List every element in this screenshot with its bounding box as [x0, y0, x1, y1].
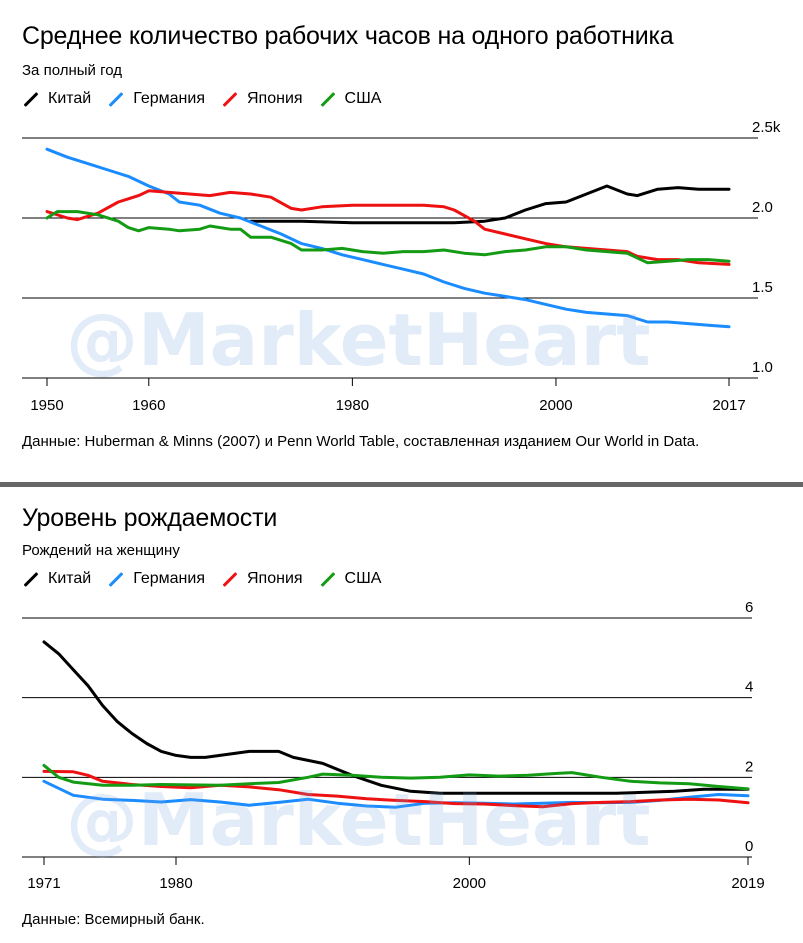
y-tick-label: 4: [745, 679, 753, 696]
x-tick-label: 1971: [27, 875, 60, 892]
x-tick-label: 1980: [159, 875, 192, 892]
legend-item-japan: Япония: [221, 570, 303, 588]
y-tick-label: 2.5k: [752, 119, 781, 136]
y-tick-label: 2.0: [752, 199, 773, 216]
hours-line-chart: 2.5k 2.0 1.5 1.0 1950 1960 1980 2000 2017: [22, 119, 781, 414]
legend-item-japan: Япония: [221, 90, 303, 108]
y-tick-label: 6: [745, 599, 753, 616]
x-tick-label: 2000: [539, 397, 572, 414]
series-line-japan: [45, 189, 731, 266]
legend-item-china: Китай: [22, 90, 91, 108]
chart-title: Среднее количество рабочих часов на одно…: [22, 22, 674, 50]
hours-chart-panel: Среднее количество рабочих часов на одно…: [22, 22, 781, 450]
fertility-chart-panel: Уровень рождаемости Рождений на женщину …: [0, 490, 803, 943]
series-line-usa: [45, 210, 731, 265]
series-line-china: [42, 640, 750, 795]
legend-item-germany: Германия: [107, 570, 205, 588]
legend-item-germany: Германия: [107, 90, 205, 108]
legend-item-usa: США: [319, 90, 381, 108]
chart-title: Уровень рождаемости: [22, 504, 278, 532]
legend-item-china: Китай: [22, 570, 91, 588]
y-tick-label: 1.5: [752, 279, 773, 296]
panel-divider: [0, 482, 803, 487]
chart-subtitle: Рождений на женщину: [22, 542, 180, 559]
x-tick-label: 2017: [712, 397, 745, 414]
fertility-line-chart: 6 4 2 0 1971 1980 2000 2019: [22, 599, 765, 892]
series-line-germany: [45, 147, 731, 329]
chart-source: Данные: Huberman & Minns (2007) и Penn W…: [22, 433, 700, 450]
y-tick-label: 1.0: [752, 359, 773, 376]
x-tick-label: 1950: [30, 397, 63, 414]
chart-legend: Китай Германия Япония США: [22, 570, 397, 588]
y-tick-label: 2: [745, 758, 753, 775]
legend-item-usa: США: [319, 570, 381, 588]
series-line-usa: [42, 763, 750, 791]
x-tick-label: 1960: [132, 397, 165, 414]
x-tick-label: 2019: [731, 875, 764, 892]
x-tick-label: 2000: [453, 875, 486, 892]
y-tick-label: 0: [745, 838, 753, 855]
series-line-china: [249, 184, 731, 225]
chart-source: Данные: Всемирный банк.: [22, 911, 205, 928]
chart-legend: Китай Германия Япония США: [22, 90, 397, 108]
chart-subtitle: За полный год: [22, 62, 122, 79]
x-tick-label: 1980: [336, 397, 369, 414]
